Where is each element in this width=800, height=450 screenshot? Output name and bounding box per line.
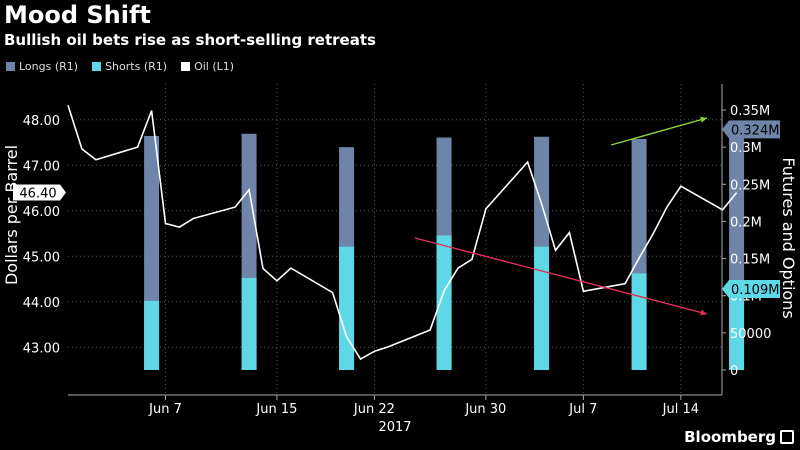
x-axis-tick-label: Jul 7 [568,402,597,417]
legend-swatch-longs [6,62,15,71]
longs-last-value-tag: 0.324M [731,123,779,138]
shorts-trend-arrow-head [700,309,707,316]
right-axis-tick-label: 0.2M [730,215,762,230]
shorts-last-value-tag-bg [722,280,780,299]
left-axis-tick-label: 47.00 [23,159,60,174]
bloomberg-logo: Bloomberg [684,428,776,446]
x-axis-tick-label: Jun 30 [464,402,506,417]
right-axis-tick-label: 0.3M [730,141,762,156]
shorts-bar [144,300,160,370]
shorts-bar [534,246,550,370]
shorts-bar [729,289,745,370]
legend-item-longs: Longs (R1) [6,60,78,73]
left-axis-tick-label: 43.00 [23,341,60,356]
shorts-bar [241,277,257,370]
left-axis-title: Dollars per Barrel [2,145,21,285]
left-axis-tick-label: 48.00 [23,114,60,129]
x-axis-tick-label: Jun 7 [148,402,182,417]
left-axis-tick-label: 46.00 [23,205,60,220]
right-axis-tick-label: 0.15M [730,253,770,268]
shorts-bar [436,235,452,370]
legend-label-shorts: Shorts (R1) [105,60,168,73]
legend-label-longs: Longs (R1) [19,60,79,73]
legend-item-shorts: Shorts (R1) [92,60,167,73]
legend-swatch-oil [181,62,191,71]
shorts-bar [631,273,647,370]
shorts-trend-arrow-shaft [414,237,708,315]
x-axis-tick-label: Jun 22 [353,402,395,417]
bloomberg-mark-icon [780,430,794,444]
oil-series-line [67,104,738,361]
longs-last-value-tag-bg [722,120,780,139]
longs-trend-arrow-head [700,116,707,123]
shorts-bar [339,246,355,370]
legend: Longs (R1) Shorts (R1) Oil (L1) [6,60,234,73]
x-axis-tick-label: Jul 14 [662,402,699,417]
x-axis-tick-label: Jun 15 [255,402,297,417]
x-axis-year-label: 2017 [378,420,411,435]
right-axis-title: Futures and Options [779,157,798,318]
right-axis-tick-label: 0.25M [730,178,770,193]
right-axis-tick-label: 0 [730,364,738,379]
left-axis-tick-label: 45.00 [23,250,60,265]
oil-last-value-tag-bg [13,184,66,201]
legend-swatch-shorts [92,62,102,71]
chart-title: Mood Shift [4,1,151,29]
right-axis-tick-label: 50000 [730,327,771,342]
legend-item-oil: Oil (L1) [181,60,234,73]
oil-last-value-tag: 46.40 [19,187,56,202]
chart-subtitle: Bullish oil bets rise as short-selling r… [4,31,376,49]
longs-trend-arrow-shaft [610,117,708,146]
legend-label-oil: Oil (L1) [194,60,235,73]
right-axis-tick-label: 0.35M [730,104,770,119]
left-axis-tick-label: 44.00 [23,296,60,311]
shorts-last-value-tag: 0.109M [731,283,779,298]
